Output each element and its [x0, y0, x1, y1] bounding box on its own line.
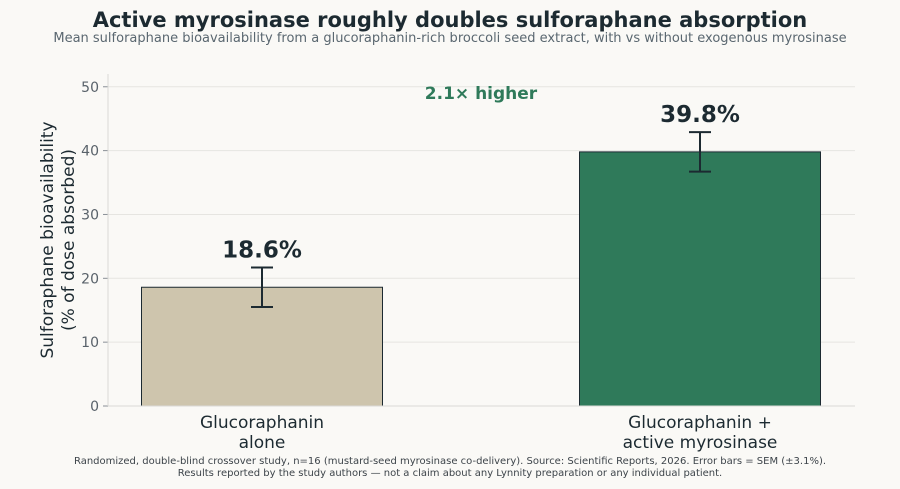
category-label-line: Glucoraphanin + [628, 413, 772, 433]
category-label-line: alone [239, 433, 286, 453]
ratio-annotation: 2.1× higher [425, 84, 538, 104]
category-label: Glucoraphanin alone [200, 413, 324, 453]
footnote-line-1: Randomized, double-blind crossover study… [73, 456, 827, 467]
footnote-line-2: Results reported by the study authors — … [177, 468, 723, 479]
category-label: Glucoraphanin + active myrosinase [623, 413, 778, 453]
y-axis-label-line: (% of dose absorbed) [59, 149, 79, 331]
bar [579, 151, 821, 407]
y-tick-label: 30 [81, 207, 99, 223]
footnote: Randomized, double-blind crossover study… [0, 456, 900, 480]
y-tick-label: 20 [81, 271, 99, 287]
y-tick-label: 40 [81, 144, 99, 160]
y-tick-label: 50 [81, 80, 99, 96]
chart-subtitle: Mean sulforaphane bioavailability from a… [53, 31, 847, 46]
category-labels: Glucoraphanin alone Glucoraphanin + active … [200, 413, 777, 453]
error-bars [251, 131, 711, 309]
y-axis-ticks: 0 10 20 30 40 50 [81, 80, 108, 415]
category-label-line: Glucoraphanin [200, 413, 324, 433]
chart-title: Active myrosinase roughly doubles sulfor… [92, 8, 808, 32]
y-tick-label: 10 [81, 335, 99, 351]
value-label: 18.6% [222, 237, 302, 263]
value-labels: 18.6% 39.8% [222, 102, 740, 263]
y-tick-label: 0 [90, 399, 99, 415]
value-label: 39.8% [660, 102, 740, 128]
category-label-line: active myrosinase [623, 433, 778, 453]
y-axis-label-line: Sulforaphane bioavailability [38, 121, 58, 358]
y-axis-label: Sulforaphane bioavailability(% of dose a… [38, 121, 79, 358]
bars [141, 151, 821, 407]
